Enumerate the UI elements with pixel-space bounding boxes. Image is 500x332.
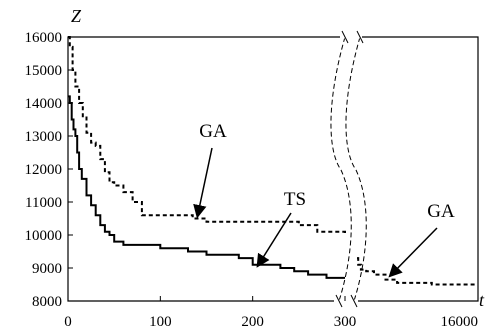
annotation-arrow [388, 227, 438, 278]
x-tick-label: 300 [334, 314, 357, 330]
x-axis-ticks: 0 100 200 300 16000 [64, 296, 479, 330]
break-tick-bottom-left [335, 294, 343, 308]
right-panel-frame [357, 36, 479, 302]
y-tick-label: 14000 [25, 96, 63, 112]
x-tick-label: 16000 [441, 314, 479, 330]
x-tick-label: 0 [64, 314, 72, 330]
x-tick-label: 200 [241, 314, 264, 330]
y-axis-label: Z [71, 6, 82, 26]
series-ga-line-left [68, 36, 346, 235]
y-axis-ticks: 8000 9000 10000 11000 12000 13000 14000 15000 16… [25, 30, 73, 310]
y-tick-label: 16000 [25, 30, 63, 46]
y-tick-label: 15000 [25, 63, 63, 79]
break-tick-top-right [356, 30, 364, 44]
break-tick-bottom-right [350, 294, 358, 308]
annotation-layer: GA TS GA [193, 121, 455, 278]
annotation-arrow [256, 212, 292, 268]
y-tick-label: 13000 [25, 129, 63, 145]
y-tick-label: 12000 [25, 162, 63, 178]
annotation-label-ts: TS [284, 189, 306, 210]
annotation-arrow [193, 147, 213, 219]
left-panel-frame [67, 36, 345, 302]
series-ga-line-right [357, 257, 478, 286]
y-tick-label: 9000 [32, 261, 62, 277]
x-axis-label: t [479, 290, 485, 310]
y-tick-label: 10000 [25, 228, 63, 244]
series-layer [68, 36, 478, 286]
break-tick-top-left [341, 30, 349, 44]
axis-break-left-line [330, 36, 352, 302]
x-tick-label: 100 [149, 314, 172, 330]
y-tick-label: 8000 [32, 294, 62, 310]
y-tick-label: 11000 [25, 195, 62, 211]
axis-break-right-line [345, 36, 367, 302]
annotation-label-ga: GA [199, 121, 227, 142]
annotation-label-ga: GA [427, 201, 455, 222]
